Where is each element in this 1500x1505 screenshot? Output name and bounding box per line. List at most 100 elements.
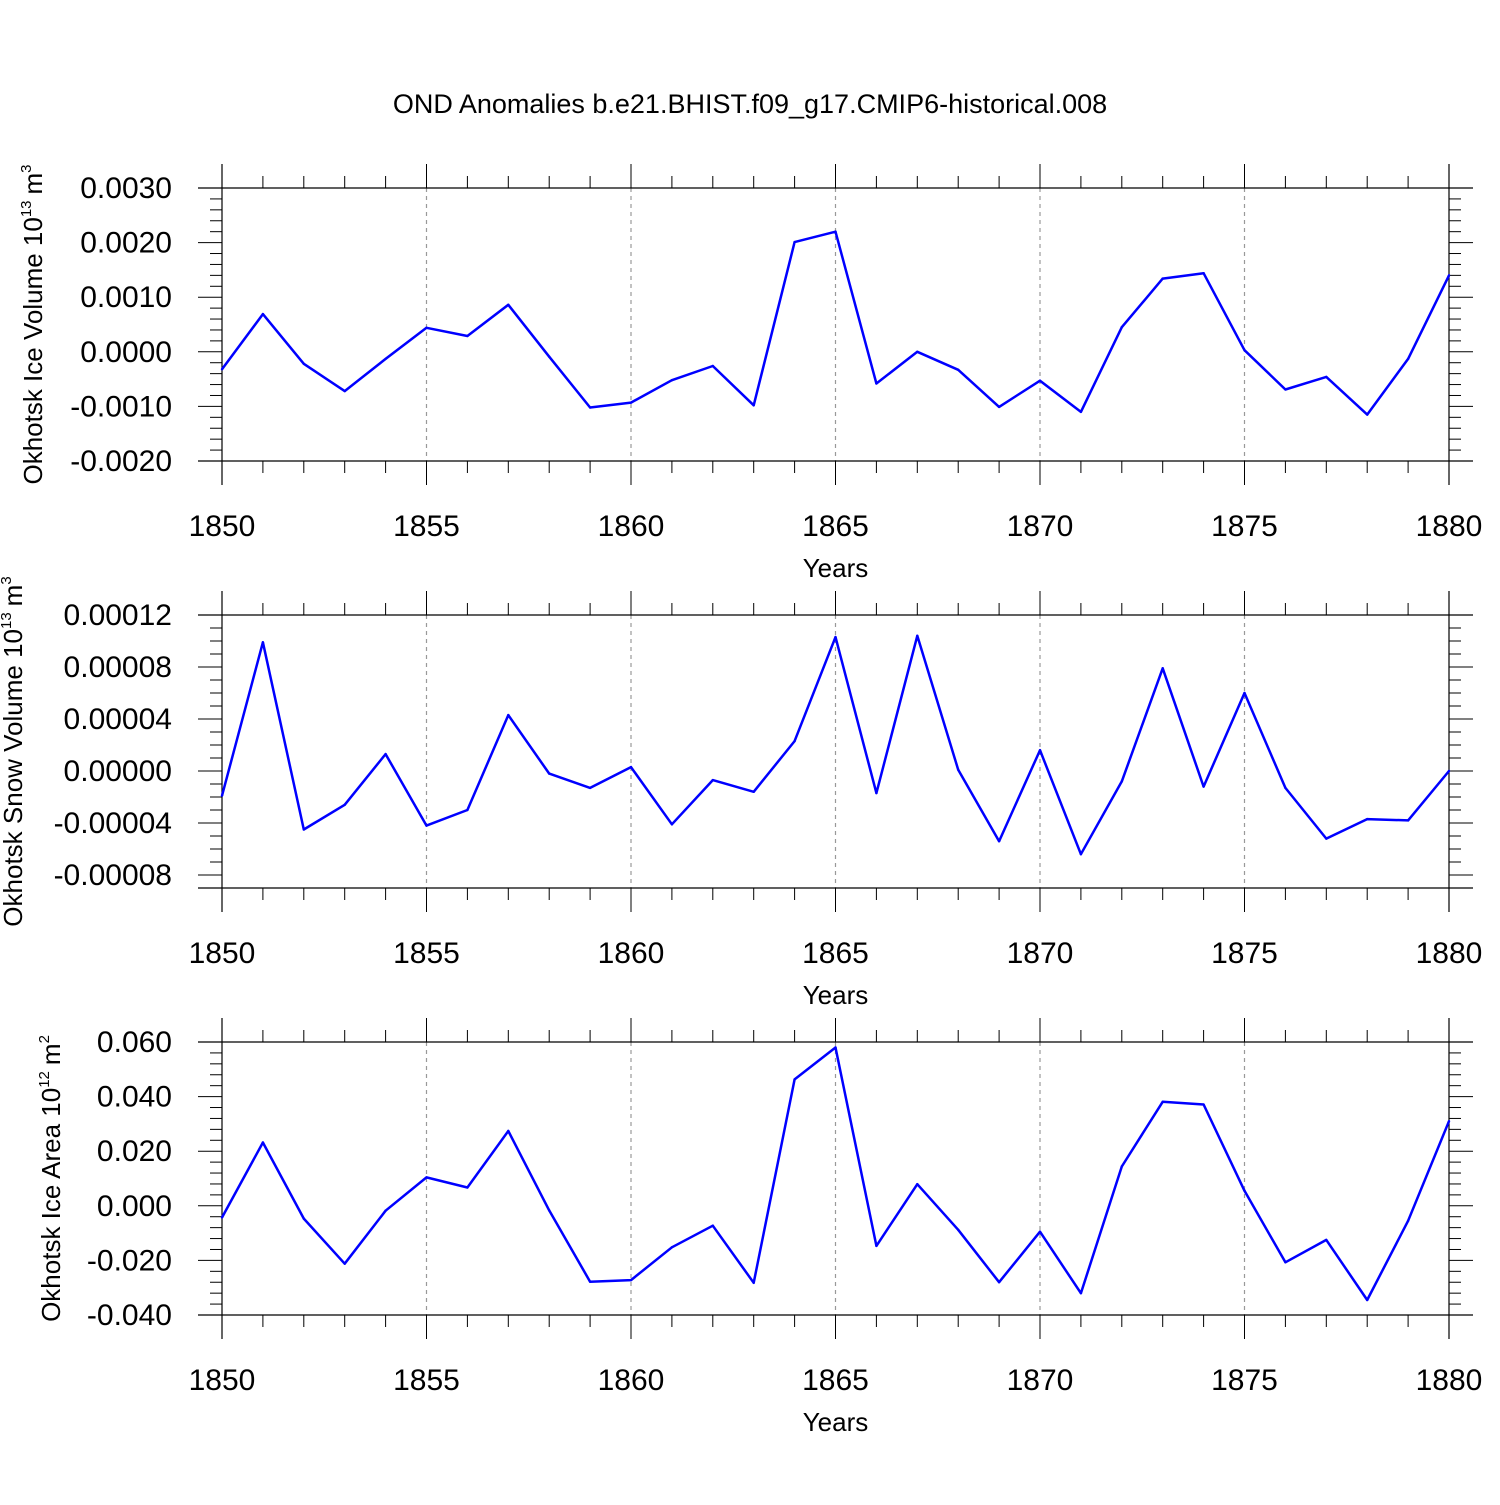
y-axis-label-unit-exponent: 3 [0,576,15,584]
y-tick-label: 0.00008 [64,651,172,684]
data-point [1406,1219,1410,1223]
data-point [1243,691,1246,695]
x-axis-label: Years [803,980,869,1010]
x-tick-label: 1860 [598,937,665,970]
data-point [1038,1230,1042,1233]
data-point [711,778,714,782]
data-point [343,1262,346,1265]
y-tick-label: 0.040 [97,1081,172,1114]
data-point [1284,1261,1287,1264]
data-point [711,364,714,368]
data-point [957,1228,960,1232]
data-point [1325,375,1328,379]
x-axis-label: Years [803,553,869,583]
y-tick-label: 0.00004 [64,703,172,736]
data-point [997,405,1001,409]
data-point [261,641,265,644]
data-point [1284,786,1287,790]
data-point [1120,326,1124,329]
data-point [957,368,960,372]
x-tick-label: 1880 [1416,1364,1483,1397]
y-tick-label: 0.00012 [64,599,172,632]
data-point [1202,785,1205,788]
data-point [793,739,796,743]
data-point [1447,274,1451,277]
data-point [1161,277,1164,280]
data-point [588,406,592,409]
y-tick-label: -0.040 [87,1299,172,1332]
data-point [834,635,837,639]
data-point [588,786,592,790]
y-axis-label: Okhotsk Snow Volume 1013 m3 [0,576,28,926]
x-tick-label: 1865 [802,1364,869,1397]
data-point [1366,413,1369,416]
x-tick-label: 1865 [802,510,869,543]
data-point [916,634,919,637]
data-point [916,350,919,353]
data-point [1038,379,1042,382]
y-tick-label: -0.00004 [54,807,172,840]
data-point [425,326,428,329]
data-point [670,823,674,826]
data-point [1120,1165,1124,1168]
x-tick-label: 1850 [189,1364,256,1397]
data-point [302,362,305,366]
x-tick-label: 1855 [393,510,460,543]
data-point [875,382,878,385]
data-point [384,1209,387,1212]
y-axis-label-exponent: 13 [18,200,35,217]
data-point [1161,1100,1164,1103]
y-axis-label-unit: m [0,585,28,607]
series-line [220,230,1451,416]
y-tick-label: -0.020 [87,1244,172,1277]
data-point [875,1244,878,1248]
x-tick-label: 1870 [1007,1364,1074,1397]
y-tick-label: 0.00000 [64,755,172,788]
data-point [1284,388,1287,391]
data-point [507,713,510,717]
data-point [997,1281,1001,1284]
y-axis-label-unit: m [36,1043,66,1065]
data-point [670,378,674,382]
panel-snow-volume: 0.00012 0.00008 0.00004 0.00000 -0.00004 -0.0… [0,576,1482,1010]
chart-title: OND Anomalies b.e21.BHIST.f09_g17.CMIP6-… [393,89,1107,119]
data-point [1079,853,1083,856]
data-point [425,824,428,827]
data-point [384,357,387,361]
data-point [466,808,469,812]
data-point [261,312,265,316]
x-tick-label: 1850 [189,937,256,970]
data-point [1366,817,1369,821]
data-point [1202,271,1205,275]
y-axis-label-unit: m [18,173,48,195]
data-point [793,1078,796,1081]
data-point [670,1246,674,1249]
data-point [916,1183,919,1186]
panel-ice-area: 0.060 0.040 0.020 0.000 -0.020 -0.040 1850 1855… [36,1018,1482,1437]
y-axis-label-text: Okhotsk Ice Volume 10 [18,217,48,484]
data-point [793,240,796,244]
y-axis-label: Okhotsk Ice Area 1012 m2 [36,1035,66,1322]
y-tick-label: 0.0010 [80,281,172,314]
y-tick-label: 0.000 [97,1190,172,1223]
data-point [384,752,387,756]
y-tick-label: 0.0030 [80,172,172,205]
y-axis-label-unit-exponent: 3 [18,164,35,172]
y-axis-label: Okhotsk Ice Volume 1013 m3 [18,164,48,484]
data-point [1406,357,1410,361]
y-tick-label: -0.00008 [54,859,172,892]
data-point [1406,819,1410,822]
x-tick-label: 1865 [802,937,869,970]
y-axis-label-text: Okhotsk Ice Area 10 [36,1088,66,1322]
x-tick-label: 1875 [1211,1364,1278,1397]
data-point [343,389,346,393]
data-point [302,828,305,831]
data-point [1366,1298,1369,1302]
data-point [548,1209,551,1212]
data-point [1079,1291,1083,1295]
x-tick-label: 1875 [1211,510,1278,543]
y-axis-label-text: Okhotsk Snow Volume 10 [0,629,28,927]
data-point [1243,348,1246,352]
data-point [548,772,551,775]
